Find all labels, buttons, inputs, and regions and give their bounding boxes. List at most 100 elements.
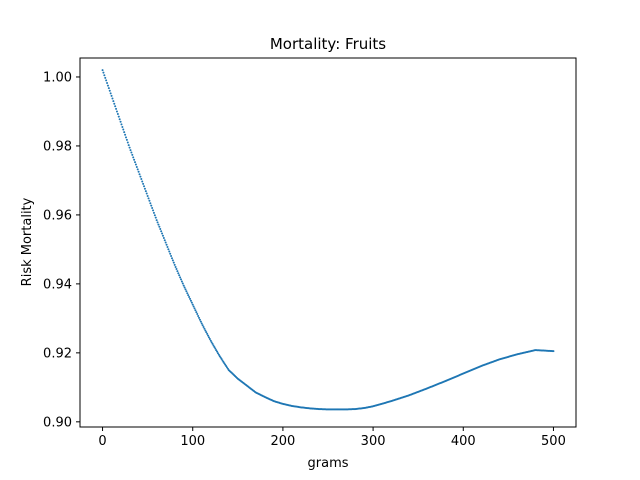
x-tick-label: 200 <box>270 434 295 449</box>
data-point <box>200 322 203 325</box>
data-point <box>165 243 168 246</box>
data-point <box>186 292 189 295</box>
data-point <box>101 69 104 72</box>
y-tick-label: 0.98 <box>43 139 72 154</box>
data-point <box>116 113 119 116</box>
data-point <box>139 175 142 178</box>
data-point <box>151 207 154 210</box>
data-point <box>143 185 146 188</box>
data-point <box>143 187 146 190</box>
data-point <box>156 221 159 224</box>
data-series <box>101 69 555 411</box>
data-point <box>217 353 220 356</box>
data-point <box>215 349 218 352</box>
data-point <box>120 123 123 126</box>
data-point <box>188 295 191 298</box>
data-point <box>211 342 214 345</box>
data-point <box>198 318 201 321</box>
data-point <box>169 252 172 255</box>
data-point <box>177 272 180 275</box>
data-point <box>163 239 166 242</box>
data-point <box>198 316 201 319</box>
y-tick-label: 0.96 <box>43 208 72 223</box>
data-point <box>197 314 200 317</box>
data-point <box>122 128 125 131</box>
data-point <box>154 216 157 219</box>
x-tick-label: 500 <box>541 434 566 449</box>
data-point <box>174 265 177 268</box>
data-point <box>114 105 117 108</box>
data-point <box>173 263 176 266</box>
data-point <box>155 219 158 222</box>
data-point <box>128 146 131 149</box>
data-point <box>196 313 199 316</box>
data-point <box>159 228 162 231</box>
data-point <box>170 254 173 257</box>
data-point <box>179 276 182 279</box>
plot-area <box>79 57 577 428</box>
data-point <box>187 294 190 297</box>
data-point <box>160 230 163 233</box>
data-point <box>119 120 122 123</box>
data-point <box>203 327 206 330</box>
data-point <box>202 325 205 328</box>
x-tick-label: 300 <box>361 434 386 449</box>
data-point <box>168 250 171 253</box>
data-point <box>124 136 127 139</box>
x-axis-label: grams <box>308 456 349 471</box>
data-point <box>193 307 196 310</box>
data-point <box>103 74 106 77</box>
data-point <box>121 125 124 128</box>
data-point <box>195 311 198 314</box>
data-point <box>194 309 197 312</box>
data-point <box>132 156 135 159</box>
y-tick-label: 0.94 <box>43 277 72 292</box>
data-point <box>216 350 219 353</box>
data-point <box>106 84 109 87</box>
data-point <box>212 344 215 347</box>
data-point <box>205 331 208 334</box>
data-point <box>152 209 155 212</box>
data-point <box>105 79 108 82</box>
data-point <box>207 336 210 339</box>
data-point <box>183 286 186 289</box>
data-point <box>136 168 139 171</box>
data-point <box>146 194 149 197</box>
data-point <box>145 192 148 195</box>
data-point <box>142 182 145 185</box>
data-point <box>149 202 152 205</box>
data-point <box>137 170 140 173</box>
x-axis: 0 100 200 300 400 500 <box>98 427 566 449</box>
y-axis: 0.90 0.92 0.94 0.96 0.98 1.00 <box>43 70 80 430</box>
data-point <box>148 199 151 202</box>
y-tick-label: 0.90 <box>43 415 72 430</box>
data-point <box>209 339 212 342</box>
data-point <box>123 131 126 134</box>
data-point <box>192 305 195 308</box>
y-axis-label: Risk Mortality <box>20 197 35 286</box>
data-point <box>178 274 181 277</box>
data-point <box>167 248 170 251</box>
data-point <box>166 245 169 248</box>
data-point <box>176 270 179 273</box>
data-point <box>134 161 137 164</box>
data-point <box>172 261 175 264</box>
data-point <box>171 259 174 262</box>
data-point <box>113 102 116 105</box>
chart-title: Mortality: Fruits <box>270 35 386 53</box>
data-point <box>214 347 217 350</box>
data-point <box>158 225 161 228</box>
data-point <box>182 284 185 287</box>
data-point <box>175 268 178 271</box>
data-point <box>106 82 109 84</box>
data-point <box>157 223 160 226</box>
data-point <box>206 332 209 335</box>
data-point <box>190 301 193 304</box>
data-point <box>216 352 219 355</box>
data-point <box>201 324 204 327</box>
data-point <box>152 211 155 214</box>
data-point <box>180 280 183 283</box>
data-point <box>127 144 130 147</box>
x-tick-label: 400 <box>451 434 476 449</box>
data-point <box>104 76 107 79</box>
